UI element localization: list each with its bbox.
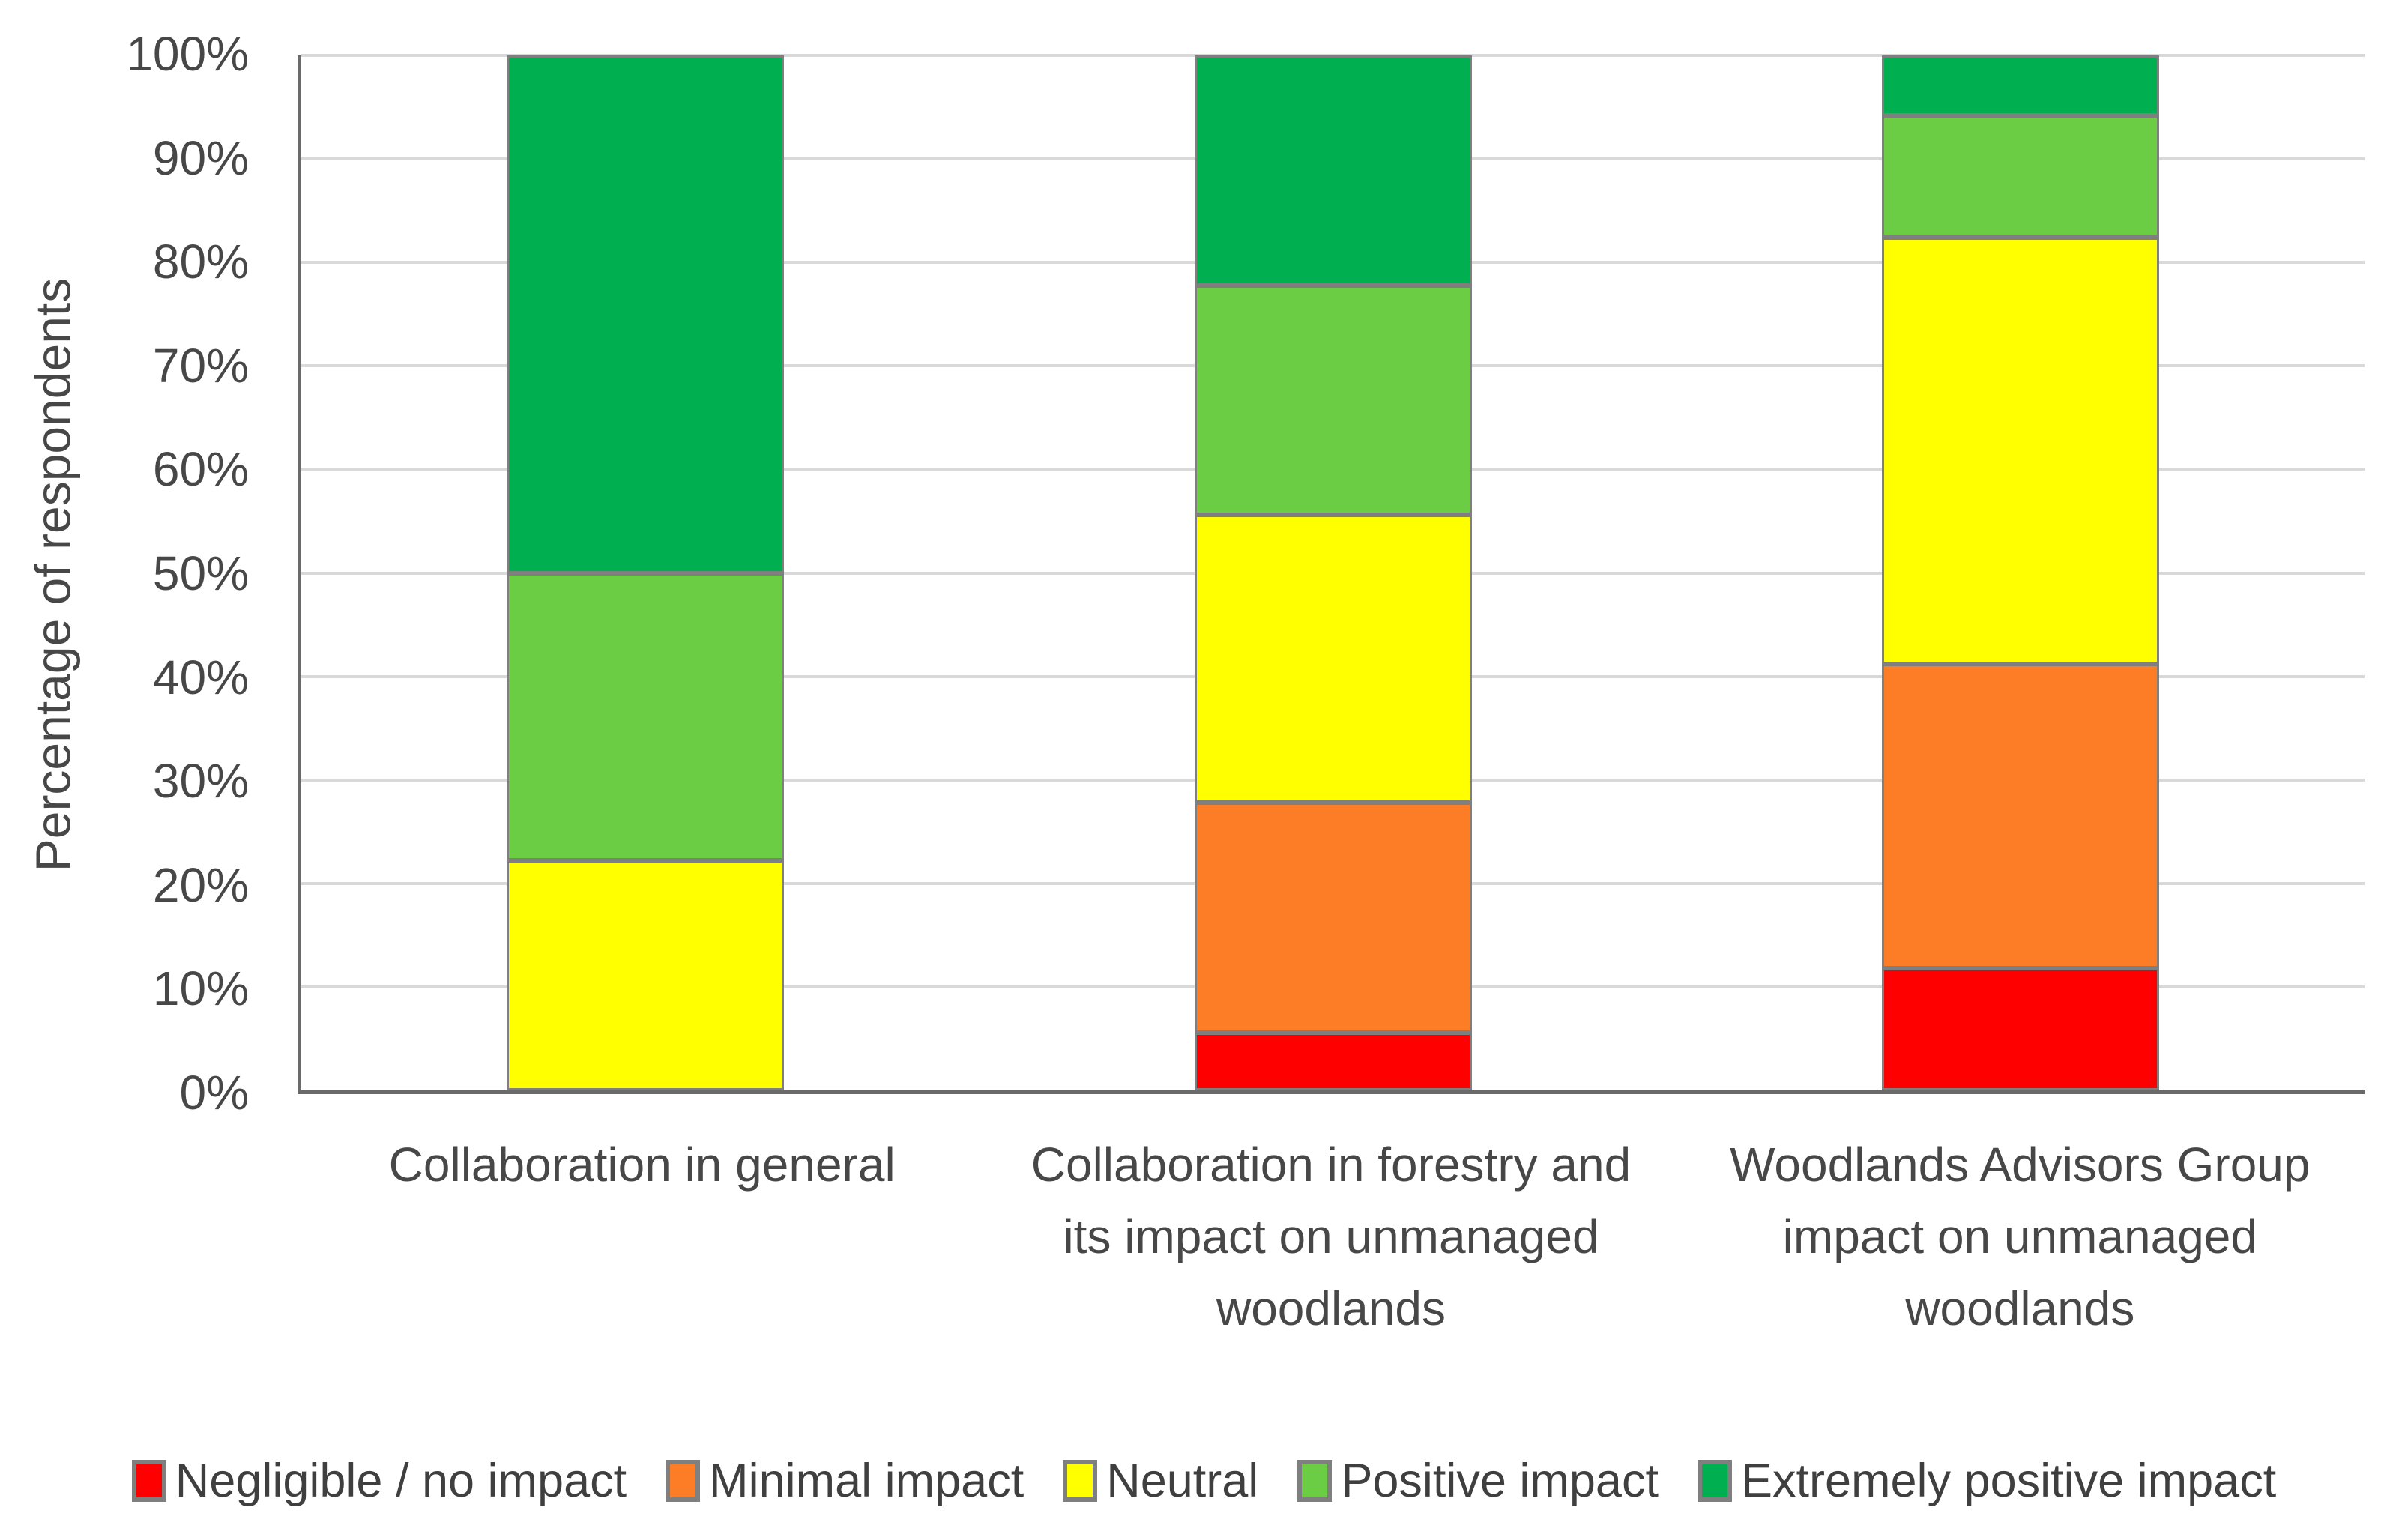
y-tick-label: 100% — [126, 27, 249, 81]
legend-item: Negligible / no impact — [131, 1454, 627, 1508]
gridline — [301, 54, 2365, 57]
legend-item: Extremely positive impact — [1697, 1454, 2277, 1508]
y-tick-label: 40% — [152, 650, 249, 704]
legend-swatch — [131, 1460, 166, 1502]
bar-segment — [1194, 285, 1472, 516]
y-tick-label: 80% — [152, 235, 249, 289]
legend-label: Extremely positive impact — [1740, 1455, 2277, 1507]
bar — [1194, 55, 1472, 1090]
legend-item: Positive impact — [1297, 1454, 1659, 1508]
y-tick-label: 60% — [152, 442, 249, 497]
category-label: Woodlands Advisors Group impact on unman… — [1730, 1138, 2311, 1335]
y-tick-label: 70% — [152, 338, 249, 393]
bar-segment — [1194, 803, 1472, 1033]
bar-segment — [1194, 55, 1472, 286]
legend-label: Positive impact — [1341, 1455, 1659, 1507]
legend-swatch — [666, 1460, 701, 1502]
x-axis-category-labels: Collaboration in general Collaboration in… — [298, 1129, 2365, 1344]
legend-label: Minimal impact — [709, 1455, 1025, 1507]
y-tick-label: 0% — [179, 1066, 250, 1120]
legend-label: Neutral — [1106, 1455, 1259, 1507]
y-tick-label: 50% — [152, 546, 249, 600]
bar — [506, 55, 784, 1090]
y-tick-label: 30% — [152, 754, 249, 809]
bar-segment — [1882, 55, 2160, 116]
legend-swatch — [1297, 1460, 1333, 1502]
plot-area — [298, 54, 2365, 1094]
legend-swatch — [1063, 1460, 1098, 1502]
y-tick-label: 10% — [152, 961, 249, 1016]
legend-item: Neutral — [1063, 1454, 1258, 1508]
y-tick-label: 20% — [152, 857, 249, 912]
legend-label: Negligible / no impact — [175, 1455, 627, 1507]
category-label: Collaboration in forestry and its impact… — [1031, 1138, 1632, 1335]
legend-item: Minimal impact — [666, 1454, 1024, 1508]
bar-segment — [1882, 238, 2160, 665]
legend-swatch — [1697, 1460, 1732, 1502]
bar-segment — [1882, 115, 2160, 238]
bar-segment — [1882, 968, 2160, 1090]
bar-segment — [1194, 515, 1472, 803]
y-axis-tick-labels: 0% 10% 20% 30% 40% 50% 60% 70% 80% 90% 100% — [0, 30, 249, 1117]
category-label: Collaboration in general — [388, 1138, 896, 1192]
bar-segment — [506, 860, 784, 1090]
y-tick-label: 90% — [152, 130, 249, 185]
bar-segment — [506, 573, 784, 861]
bar — [1882, 55, 2160, 1090]
bar-segment — [506, 55, 784, 573]
bar-segment — [1882, 664, 2160, 969]
legend: Negligible / no impact Minimal impact Neut… — [0, 1436, 2408, 1526]
bar-segment — [1194, 1032, 1472, 1090]
